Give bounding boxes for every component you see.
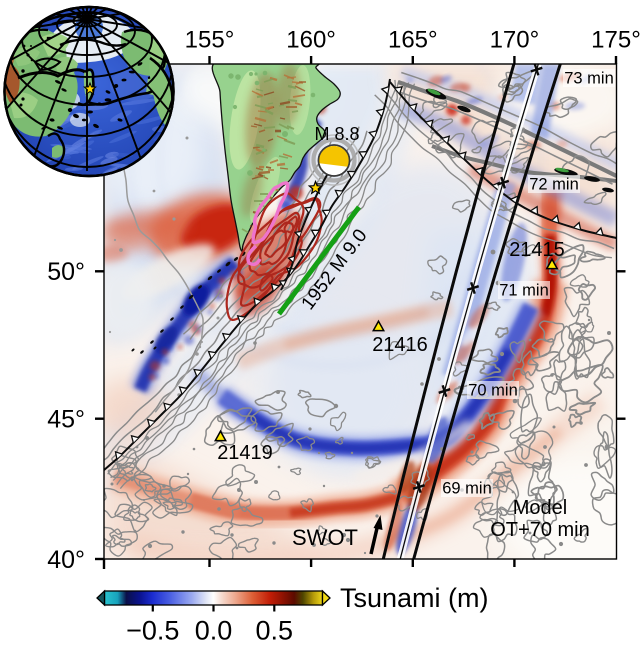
svg-text:OT+70 min: OT+70 min [490, 519, 589, 541]
svg-text:45°: 45° [47, 406, 85, 434]
svg-text:72 min: 72 min [529, 176, 579, 194]
svg-text:SWOT: SWOT [292, 525, 358, 550]
svg-text:73 min: 73 min [564, 70, 614, 88]
svg-text:70 min: 70 min [468, 382, 518, 400]
svg-text:40°: 40° [47, 546, 85, 574]
svg-text:50°: 50° [47, 258, 85, 286]
svg-text:155°: 155° [185, 27, 235, 54]
svg-text:165°: 165° [388, 27, 438, 54]
svg-text:Model: Model [513, 497, 567, 519]
svg-text:M 8.8: M 8.8 [314, 124, 359, 144]
svg-text:160°: 160° [286, 27, 336, 54]
svg-text:170°: 170° [490, 27, 540, 54]
svg-text:21419: 21419 [217, 442, 273, 464]
svg-text:175°: 175° [591, 27, 641, 54]
svg-text:0.5: 0.5 [256, 616, 294, 645]
svg-text:21415: 21415 [509, 239, 565, 261]
svg-text:Tsunami (m): Tsunami (m) [340, 583, 489, 613]
svg-text:69 min: 69 min [442, 480, 492, 498]
svg-text:21416: 21416 [372, 334, 428, 356]
svg-text:0.0: 0.0 [195, 616, 233, 645]
svg-text:71 min: 71 min [499, 282, 549, 300]
svg-text:−0.5: −0.5 [126, 616, 179, 645]
